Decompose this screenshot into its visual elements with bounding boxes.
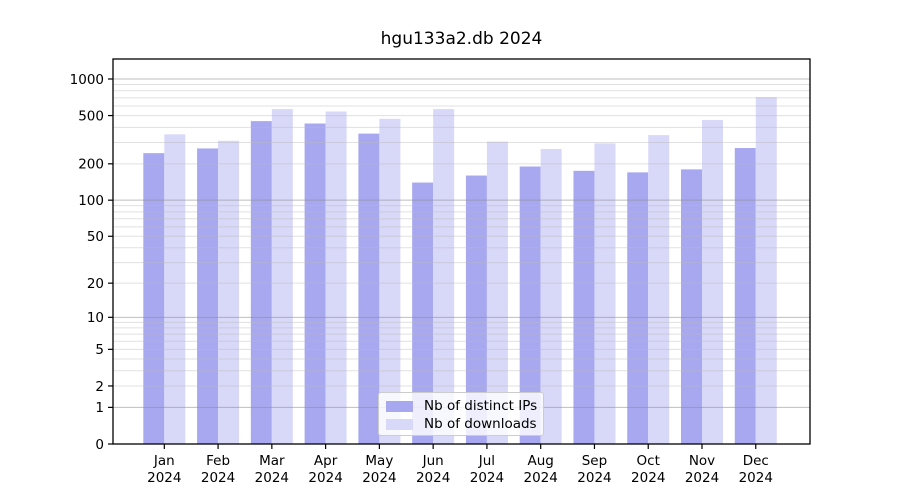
y-tick-label-500: 500 <box>78 108 104 124</box>
bar-apr-nb-of-distinct-ips <box>304 123 326 444</box>
x-tick-label-month-jan: Jan <box>153 453 175 469</box>
y-tick-label-0: 0 <box>95 437 104 453</box>
bar-jun-nb-of-distinct-ips <box>412 182 434 444</box>
bar-mar-nb-of-downloads <box>271 109 293 445</box>
y-tick-label-50: 50 <box>87 229 104 245</box>
bar-sep-nb-of-downloads <box>594 143 616 444</box>
x-tick-label-year-apr: 2024 <box>308 470 342 486</box>
legend-label-distinct-ips: Nb of distinct IPs <box>424 398 538 414</box>
legend-swatch-distinct-ips-icon <box>386 400 413 412</box>
x-tick-label-month-jul: Jul <box>478 453 495 469</box>
x-tick-label-month-feb: Feb <box>206 453 230 469</box>
x-tick-label-year-aug: 2024 <box>524 470 558 486</box>
bar-feb-nb-of-downloads <box>218 140 240 444</box>
bar-jul-nb-of-distinct-ips <box>465 175 487 445</box>
y-tick-label-20: 20 <box>87 276 104 292</box>
x-tick-label-year-mar: 2024 <box>255 470 289 486</box>
bar-jan-nb-of-distinct-ips <box>143 153 165 445</box>
bar-dec-nb-of-downloads <box>755 97 777 445</box>
x-tick-label-month-aug: Aug <box>528 453 554 469</box>
legend-label-downloads: Nb of downloads <box>424 416 537 432</box>
bar-oct-nb-of-downloads <box>648 135 670 444</box>
bar-nov-nb-of-distinct-ips <box>681 169 702 444</box>
x-tick-label-year-nov: 2024 <box>685 470 719 486</box>
x-tick-label-year-sep: 2024 <box>577 470 611 486</box>
y-tick-label-5: 5 <box>95 342 104 358</box>
bar-may-nb-of-distinct-ips <box>358 133 380 444</box>
bar-mar-nb-of-distinct-ips <box>250 121 272 445</box>
x-tick-label-year-dec: 2024 <box>739 470 773 486</box>
y-tick-label-1: 1 <box>95 400 104 416</box>
y-tick-label-100: 100 <box>78 193 104 209</box>
x-tick-label-month-mar: Mar <box>259 453 285 469</box>
x-tick-label-year-feb: 2024 <box>201 470 235 486</box>
x-tick-label-month-may: May <box>365 453 393 469</box>
chart-title: hgu133a2.db 2024 <box>380 29 543 49</box>
x-tick-label-year-oct: 2024 <box>631 470 665 486</box>
y-tick-label-10: 10 <box>87 310 104 326</box>
bar-jan-nb-of-downloads <box>164 134 186 444</box>
x-tick-label-year-jan: 2024 <box>147 470 181 486</box>
y-tick-label-200: 200 <box>78 157 104 173</box>
x-tick-label-month-nov: Nov <box>689 453 715 469</box>
x-tick-label-month-jun: Jun <box>422 453 444 469</box>
plot-border <box>112 58 811 445</box>
bar-apr-nb-of-downloads <box>325 111 347 445</box>
legend: Nb of distinct IPs Nb of downloads <box>378 392 544 436</box>
legend-item-distinct-ips: Nb of distinct IPs <box>386 397 543 415</box>
bar-feb-nb-of-distinct-ips <box>197 148 219 444</box>
legend-swatch-downloads-icon <box>386 418 413 430</box>
legend-item-downloads: Nb of downloads <box>386 415 543 433</box>
bar-dec-nb-of-distinct-ips <box>734 148 756 444</box>
y-tick-label-2: 2 <box>95 379 104 395</box>
bar-oct-nb-of-distinct-ips <box>627 172 649 445</box>
x-tick-label-month-apr: Apr <box>314 453 338 469</box>
x-tick-label-month-dec: Dec <box>743 453 769 469</box>
bar-jun-nb-of-downloads <box>433 109 455 445</box>
x-tick-label-year-jul: 2024 <box>470 470 504 486</box>
x-tick-label-month-sep: Sep <box>582 453 607 469</box>
bar-sep-nb-of-distinct-ips <box>573 170 595 444</box>
bar-aug-nb-of-distinct-ips <box>519 166 541 445</box>
x-tick-label-year-may: 2024 <box>362 470 396 486</box>
bar-nov-nb-of-downloads <box>702 119 723 445</box>
bar-jul-nb-of-downloads <box>486 141 508 444</box>
x-tick-label-month-oct: Oct <box>637 453 660 469</box>
bar-aug-nb-of-downloads <box>540 149 562 444</box>
x-tick-label-year-jun: 2024 <box>416 470 450 486</box>
y-tick-label-1000: 1000 <box>70 72 104 88</box>
